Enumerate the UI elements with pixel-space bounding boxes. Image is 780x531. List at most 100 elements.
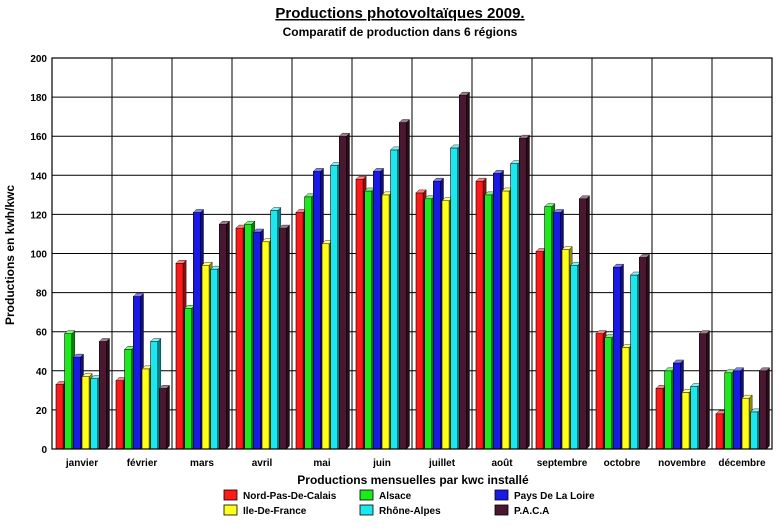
bar-top bbox=[278, 224, 290, 229]
legend-item: Pays De La Loire bbox=[494, 489, 595, 502]
bar-top bbox=[458, 91, 470, 96]
legend-swatch bbox=[359, 504, 374, 516]
bar-top bbox=[218, 220, 230, 225]
bar-top bbox=[312, 168, 324, 172]
x-tick-label: novembre bbox=[658, 458, 706, 469]
bar-top bbox=[758, 367, 770, 371]
bar-top bbox=[201, 262, 213, 266]
bar-face bbox=[399, 122, 407, 450]
bar-face bbox=[535, 251, 544, 450]
bar-face bbox=[304, 196, 313, 450]
bar-face bbox=[415, 192, 424, 450]
bar-side bbox=[406, 119, 410, 450]
bar-face bbox=[604, 337, 613, 450]
bar-face bbox=[99, 341, 107, 450]
bar-top bbox=[192, 209, 204, 213]
x-tick-label: février bbox=[127, 458, 158, 469]
bar-face bbox=[630, 274, 639, 450]
bar-face bbox=[750, 411, 759, 450]
bar-face bbox=[313, 171, 321, 450]
bar-face bbox=[544, 206, 553, 450]
x-tick-label: janvier bbox=[65, 458, 98, 469]
x-tick-label: mai bbox=[313, 458, 330, 469]
bar-top bbox=[81, 373, 93, 377]
bar-top bbox=[612, 263, 624, 268]
bar-face bbox=[270, 210, 279, 450]
bar-top bbox=[741, 394, 753, 399]
y-tick-label: 200 bbox=[30, 54, 47, 65]
bar-face bbox=[715, 413, 724, 450]
bars bbox=[55, 91, 770, 450]
y-tick-label: 180 bbox=[30, 93, 47, 104]
bar-top bbox=[732, 367, 744, 371]
bar-face bbox=[219, 223, 227, 450]
bar-face bbox=[321, 243, 330, 450]
legend-swatch bbox=[359, 489, 374, 501]
bar-face bbox=[690, 386, 699, 450]
bar-top bbox=[518, 134, 530, 139]
bar-top bbox=[270, 207, 282, 211]
chart-title: Productions photovoltaïques 2009. bbox=[275, 5, 524, 22]
bar-face bbox=[159, 388, 167, 450]
bar-face bbox=[141, 368, 150, 450]
y-tick-label: 40 bbox=[36, 367, 48, 378]
bar-face bbox=[424, 198, 433, 450]
bar-face bbox=[193, 212, 201, 450]
bar-face bbox=[175, 262, 184, 450]
bar-face bbox=[441, 200, 450, 450]
bar-face bbox=[621, 347, 630, 450]
bar-face bbox=[484, 194, 493, 450]
bar-side bbox=[526, 134, 530, 450]
bar-face bbox=[553, 212, 561, 450]
bar-side bbox=[346, 132, 350, 450]
bar-face bbox=[493, 173, 501, 450]
y-tick-label: 0 bbox=[41, 445, 47, 456]
bar-top bbox=[561, 246, 573, 250]
bar-face bbox=[373, 171, 381, 450]
y-tick-label: 160 bbox=[30, 132, 47, 143]
x-axis-label: Productions mensuelles par kwc installé bbox=[297, 473, 529, 487]
bar bbox=[578, 195, 590, 450]
bar-top bbox=[150, 338, 162, 342]
bar-face bbox=[613, 266, 621, 450]
bar-face bbox=[501, 190, 510, 450]
legend-label: Pays De La Loire bbox=[514, 491, 595, 502]
x-tick-label: mars bbox=[190, 458, 214, 469]
bar-top bbox=[175, 260, 187, 264]
plot-frame bbox=[51, 57, 773, 450]
bar-face bbox=[64, 333, 73, 450]
bar-top bbox=[72, 353, 84, 358]
bar-face bbox=[133, 296, 141, 450]
bar-face bbox=[279, 227, 287, 450]
chart-subtitle: Comparatif de production dans 6 régions bbox=[283, 25, 518, 39]
bar-top bbox=[64, 330, 76, 334]
legend-label: Ile-De-France bbox=[243, 506, 307, 517]
bar-top bbox=[638, 254, 650, 258]
legend-item: Nord-Pas-De-Calais bbox=[223, 489, 337, 502]
bar-face bbox=[381, 194, 390, 450]
bar-face bbox=[450, 147, 459, 450]
bar bbox=[218, 220, 230, 450]
bar-face bbox=[673, 362, 681, 450]
bar-top bbox=[578, 195, 590, 199]
bar-side bbox=[106, 337, 110, 450]
bar-face bbox=[390, 149, 399, 450]
bar-face bbox=[339, 135, 347, 450]
bar-top bbox=[698, 330, 710, 334]
bar-face bbox=[330, 165, 339, 450]
y-tick-label: 20 bbox=[36, 406, 48, 417]
legend-label: Nord-Pas-De-Calais bbox=[243, 491, 337, 502]
bar-top bbox=[158, 385, 170, 389]
bar bbox=[458, 91, 470, 450]
bar-top bbox=[492, 170, 504, 174]
legend: Nord-Pas-De-Calais Alsace Pays De La Loire… bbox=[223, 489, 595, 517]
bar-face bbox=[655, 388, 664, 450]
bar-face bbox=[570, 264, 579, 450]
bar bbox=[98, 337, 110, 450]
bar-side bbox=[286, 224, 290, 450]
bar bbox=[698, 330, 710, 450]
bar-face bbox=[475, 180, 484, 450]
bar bbox=[278, 224, 290, 450]
y-tick-label: 80 bbox=[36, 289, 48, 300]
